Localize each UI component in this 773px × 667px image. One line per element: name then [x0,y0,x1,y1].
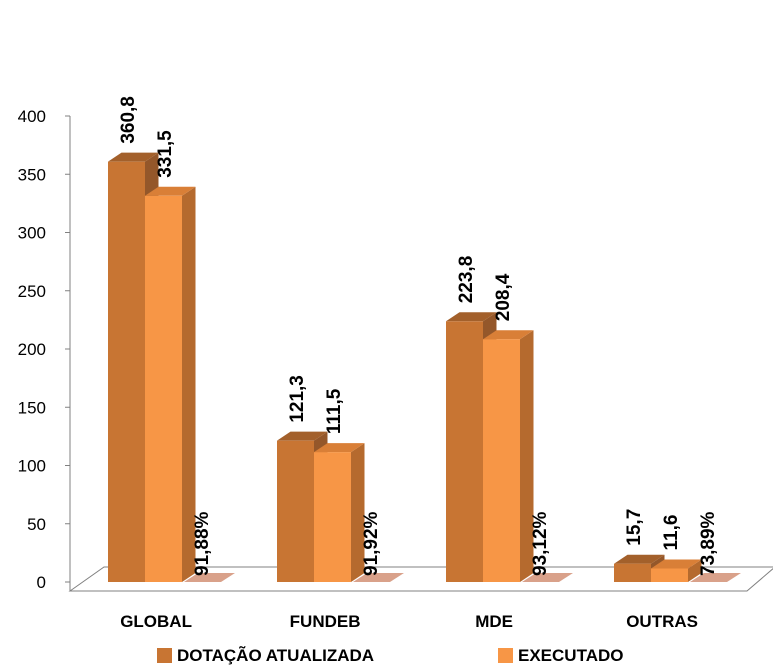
legend-swatch-executado [498,648,513,663]
data-label-executado-1: 111,5 [324,388,345,434]
bar-dotacao-0-top [108,152,159,162]
bar-dotacao-3-top [614,554,665,564]
bar-executado-1-front [314,452,351,582]
bar-executado-0-side [182,186,196,583]
bar-executado-2 [483,330,534,582]
bar-dotacao-3-front [614,563,651,582]
data-label-percent-3: 73,89% [698,511,719,576]
bar-dotacao-2-front [446,321,483,582]
floor-plane [68,566,773,592]
bar-executado-0-top [145,186,196,196]
data-label-executado-0: 331,5 [155,130,176,178]
percent-floor-mark [184,573,235,582]
y-tick-label: 300 [18,224,46,243]
data-label-executado-3: 11,6 [661,515,682,551]
category-label: GLOBAL [120,612,192,631]
chart-floor [68,566,773,592]
y-tick-label: 50 [27,515,46,534]
data-label-percent-0: 91,88% [192,511,213,576]
bar-executado-1-side [351,443,365,582]
data-label-dotacao-0: 360,8 [118,96,139,144]
legend-label-dotacao: DOTAÇÃO ATUALIZADA [177,645,374,665]
legend-swatch-dotacao [157,648,172,663]
data-label-dotacao-3: 15,7 [624,509,645,546]
bars [108,152,741,583]
y-tick-label: 200 [18,340,46,359]
bar-executado-3-front [651,568,688,582]
bar-executado-1 [314,443,365,582]
y-tick-label: 0 [37,573,46,592]
y-tick-label: 350 [18,165,46,184]
category-label: OUTRAS [626,612,698,631]
bar-executado-2-front [483,339,520,582]
bar-executado-3-top [651,559,702,569]
category-labels: GLOBAL FUNDEB MDE OUTRAS [120,612,698,631]
y-axis: 0 50 100 150 200 250 300 350 400 [18,107,71,592]
bar-executado-2-side [520,330,534,582]
bar-dotacao-1-front [277,440,314,582]
percent-floor-mark [353,573,404,582]
y-tick-label: 100 [18,457,46,476]
bar-dotacao-1-top [277,431,328,441]
category-label: MDE [475,612,513,631]
percent-floor-mark [522,573,573,582]
category-label: FUNDEB [290,612,361,631]
y-tick-label: 400 [18,107,46,126]
bar-dotacao-0-front [108,161,145,582]
legend-label-executado: EXECUTADO [518,646,623,665]
bar-dotacao-2-top [446,312,497,322]
data-labels: 360,8 331,5 91,88% 121,3 111,5 91,92% 223,8 208… [118,96,719,576]
data-label-executado-2: 208,4 [493,273,514,321]
percent-floor-mark [690,573,741,582]
data-label-percent-1: 91,92% [361,511,382,576]
y-tick-label: 150 [18,398,46,417]
bar-executado-0-front [145,195,182,583]
legend: DOTAÇÃO ATUALIZADA EXECUTADO [157,645,623,665]
bar-executado-3-side [688,559,702,582]
data-label-dotacao-2: 223,8 [456,256,477,304]
data-label-percent-2: 93,12% [530,511,551,576]
bar-executado-3 [651,559,702,582]
bar-executado-2-top [483,330,534,340]
y-tick-label: 250 [18,282,46,301]
bar-executado-1-top [314,443,365,453]
data-label-dotacao-1: 121,3 [287,375,308,423]
bar-executado-0 [145,186,196,583]
